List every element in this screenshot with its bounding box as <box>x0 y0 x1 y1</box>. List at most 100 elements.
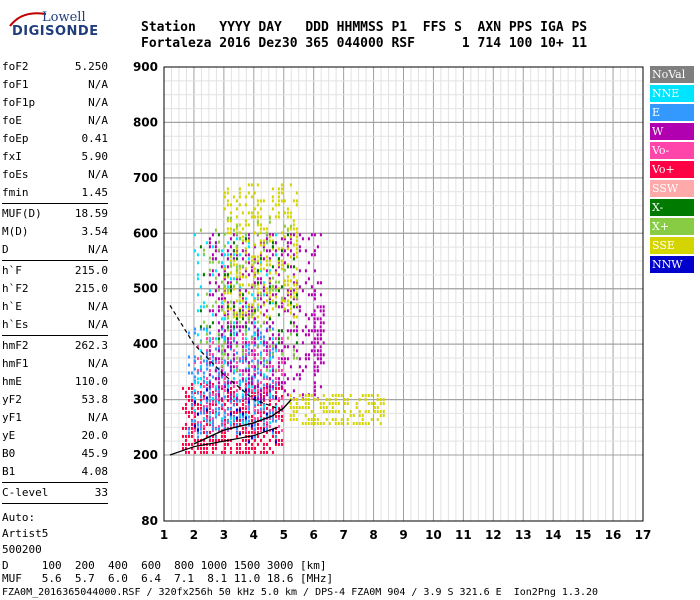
scatter-point <box>205 367 208 371</box>
scatter-point <box>274 394 277 398</box>
scatter-point <box>190 386 193 390</box>
scatter-point <box>253 267 256 271</box>
scatter-point <box>244 349 247 353</box>
logo-swoosh-icon <box>9 12 47 27</box>
scatter-point <box>280 385 283 389</box>
scatter-point <box>217 411 220 415</box>
scatter-point <box>253 405 256 409</box>
scatter-point <box>217 329 220 333</box>
scatter-point <box>190 446 193 450</box>
param-row: h`F2 215.0 <box>2 280 108 298</box>
scatter-point <box>223 232 226 236</box>
scatter-point <box>193 327 196 331</box>
scatter-point <box>181 434 184 438</box>
scatter-point <box>280 199 283 203</box>
scatter-point <box>229 401 232 405</box>
scatter-point <box>280 329 283 333</box>
scatter-point <box>244 301 247 305</box>
scatter-point <box>250 353 253 357</box>
scatter-point <box>235 333 238 337</box>
scatter-point <box>211 245 214 249</box>
scatter-point <box>283 261 286 265</box>
scatter-point <box>220 373 223 377</box>
scatter-point <box>283 235 286 239</box>
scatter-point <box>238 408 241 412</box>
scatter-point <box>271 409 274 413</box>
scatter-point <box>193 438 196 442</box>
scatter-point <box>181 446 184 450</box>
scatter-point <box>205 304 208 308</box>
scatter-point <box>313 422 316 426</box>
y-tick-label: 800 <box>133 115 158 129</box>
scatter-point <box>259 351 262 355</box>
scatter-point <box>205 396 208 400</box>
scatter-point <box>229 415 232 419</box>
scatter-point <box>262 343 265 347</box>
scatter-point <box>289 265 292 269</box>
scatter-point <box>268 377 271 381</box>
scatter-point <box>193 359 196 363</box>
scatter-point <box>226 388 229 392</box>
scatter-point <box>226 421 229 425</box>
scatter-point <box>295 325 298 329</box>
scatter-point <box>229 271 232 275</box>
param-value: N/A <box>88 114 108 127</box>
scatter-point <box>295 303 298 307</box>
scatter-point <box>229 331 232 335</box>
scatter-point <box>244 289 247 293</box>
scatter-point <box>322 305 325 309</box>
scatter-point <box>217 398 220 402</box>
scatter-point <box>247 305 250 309</box>
scatter-point <box>238 271 241 275</box>
scatter-point <box>298 357 301 361</box>
scatter-point <box>223 284 226 288</box>
scatter-point <box>265 427 268 431</box>
scatter-point <box>289 233 292 237</box>
scatter-point <box>241 406 244 410</box>
scatter-point <box>202 438 205 442</box>
scatter-point <box>217 387 220 391</box>
scatter-point <box>274 249 277 253</box>
scatter-point <box>322 341 325 345</box>
scatter-point <box>286 207 289 211</box>
scatter-point <box>226 291 229 295</box>
legend-item: X- <box>650 199 694 216</box>
scatter-point <box>280 267 283 271</box>
scatter-point <box>262 267 265 271</box>
scatter-point <box>265 393 268 397</box>
scatter-point <box>241 293 244 297</box>
plot-frame <box>163 66 644 522</box>
scatter-point <box>256 283 259 287</box>
scatter-point <box>244 237 247 241</box>
scatter-point <box>193 397 196 401</box>
scatter-point <box>268 387 271 391</box>
scatter-point <box>277 417 280 421</box>
scatter-point <box>232 241 235 245</box>
scatter-point <box>280 263 283 267</box>
scatter-point <box>253 417 256 421</box>
scatter-point <box>250 293 253 297</box>
scatter-point <box>292 324 295 328</box>
scatter-point <box>346 422 349 426</box>
scatter-point <box>256 277 259 281</box>
param-row: h`Es N/A <box>2 316 108 334</box>
scatter-point <box>253 396 256 400</box>
ionogram-plot: 1 2 3 4 5 6 7 8 9 10 11 12 13 14 15 16 17802003004005006… <box>133 60 651 542</box>
scatter-point <box>280 259 283 263</box>
scatter-point <box>208 379 211 383</box>
scatter-point <box>208 369 211 373</box>
scatter-point <box>277 199 280 203</box>
scatter-point <box>259 335 262 339</box>
scatter-point <box>208 418 211 422</box>
scatter-point <box>205 446 208 450</box>
scatter-point <box>232 305 235 309</box>
scatter-point <box>322 361 325 365</box>
scatter-point <box>229 255 232 259</box>
scatter-point <box>274 396 277 400</box>
scatter-point <box>247 353 250 357</box>
scatter-point <box>244 321 247 325</box>
scatter-point <box>346 398 349 402</box>
scatter-point <box>223 269 226 273</box>
scatter-point <box>241 369 244 373</box>
scatter-point <box>232 284 235 288</box>
